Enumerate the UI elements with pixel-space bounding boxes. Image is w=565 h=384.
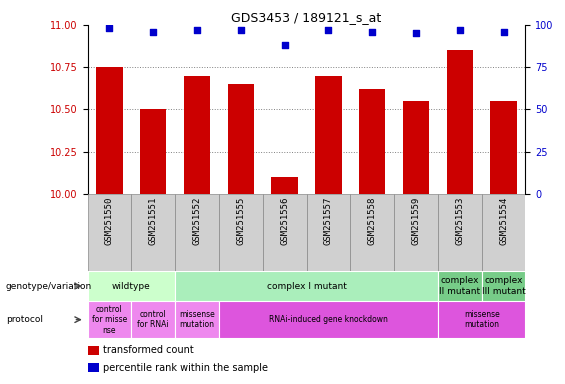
Text: GSM251554: GSM251554	[499, 196, 508, 245]
Text: GSM251551: GSM251551	[149, 196, 158, 245]
Bar	[350, 194, 394, 271]
Text: complex
II mutant: complex II mutant	[439, 276, 480, 296]
Bar	[219, 194, 263, 271]
Bar	[88, 363, 98, 372]
Bar	[131, 194, 175, 271]
Text: RNAi-induced gene knockdown: RNAi-induced gene knockdown	[269, 315, 388, 324]
Bar	[131, 301, 175, 338]
Text: wildtype: wildtype	[112, 281, 151, 291]
Text: GSM251552: GSM251552	[193, 196, 202, 245]
Bar	[140, 109, 167, 194]
Bar	[438, 194, 482, 271]
Point	[455, 27, 464, 33]
Point	[411, 30, 420, 36]
Text: percentile rank within the sample: percentile rank within the sample	[103, 362, 268, 373]
Text: GSM251555: GSM251555	[236, 196, 245, 245]
Point	[193, 27, 202, 33]
Bar	[228, 84, 254, 194]
Bar	[184, 76, 210, 194]
Point	[105, 25, 114, 31]
Bar	[482, 271, 525, 301]
Text: genotype/variation: genotype/variation	[6, 281, 92, 291]
Bar	[359, 89, 385, 194]
Text: GSM251550: GSM251550	[105, 196, 114, 245]
Point	[499, 29, 508, 35]
Bar	[438, 271, 482, 301]
Point	[324, 27, 333, 33]
Text: complex I mutant: complex I mutant	[267, 281, 346, 291]
Bar	[490, 101, 516, 194]
Bar	[175, 301, 219, 338]
Text: GSM251557: GSM251557	[324, 196, 333, 245]
Text: GSM251553: GSM251553	[455, 196, 464, 245]
Bar	[219, 301, 438, 338]
Text: control
for RNAi: control for RNAi	[137, 310, 169, 329]
Bar	[394, 194, 438, 271]
Bar	[438, 301, 525, 338]
Bar	[88, 194, 131, 271]
Bar	[96, 67, 123, 194]
Bar	[88, 346, 98, 354]
Point	[149, 29, 158, 35]
Text: missense
mutation: missense mutation	[464, 310, 499, 329]
Bar	[88, 271, 175, 301]
Bar	[403, 101, 429, 194]
Bar	[272, 177, 298, 194]
Text: control
for misse
nse: control for misse nse	[92, 305, 127, 334]
Point	[280, 42, 289, 48]
Bar	[175, 194, 219, 271]
Bar	[447, 50, 473, 194]
Text: GSM251556: GSM251556	[280, 196, 289, 245]
Text: transformed count: transformed count	[103, 345, 194, 356]
Bar	[482, 194, 525, 271]
Text: complex
III mutant: complex III mutant	[482, 276, 525, 296]
Text: GSM251559: GSM251559	[411, 196, 420, 245]
Text: protocol: protocol	[6, 315, 42, 324]
Bar	[307, 194, 350, 271]
Text: GSM251558: GSM251558	[368, 196, 377, 245]
Bar	[263, 194, 307, 271]
Bar	[88, 301, 131, 338]
Text: missense
mutation: missense mutation	[179, 310, 215, 329]
Bar	[315, 76, 341, 194]
Point	[368, 29, 377, 35]
Title: GDS3453 / 189121_s_at: GDS3453 / 189121_s_at	[232, 11, 381, 24]
Bar	[175, 271, 438, 301]
Point	[236, 27, 245, 33]
